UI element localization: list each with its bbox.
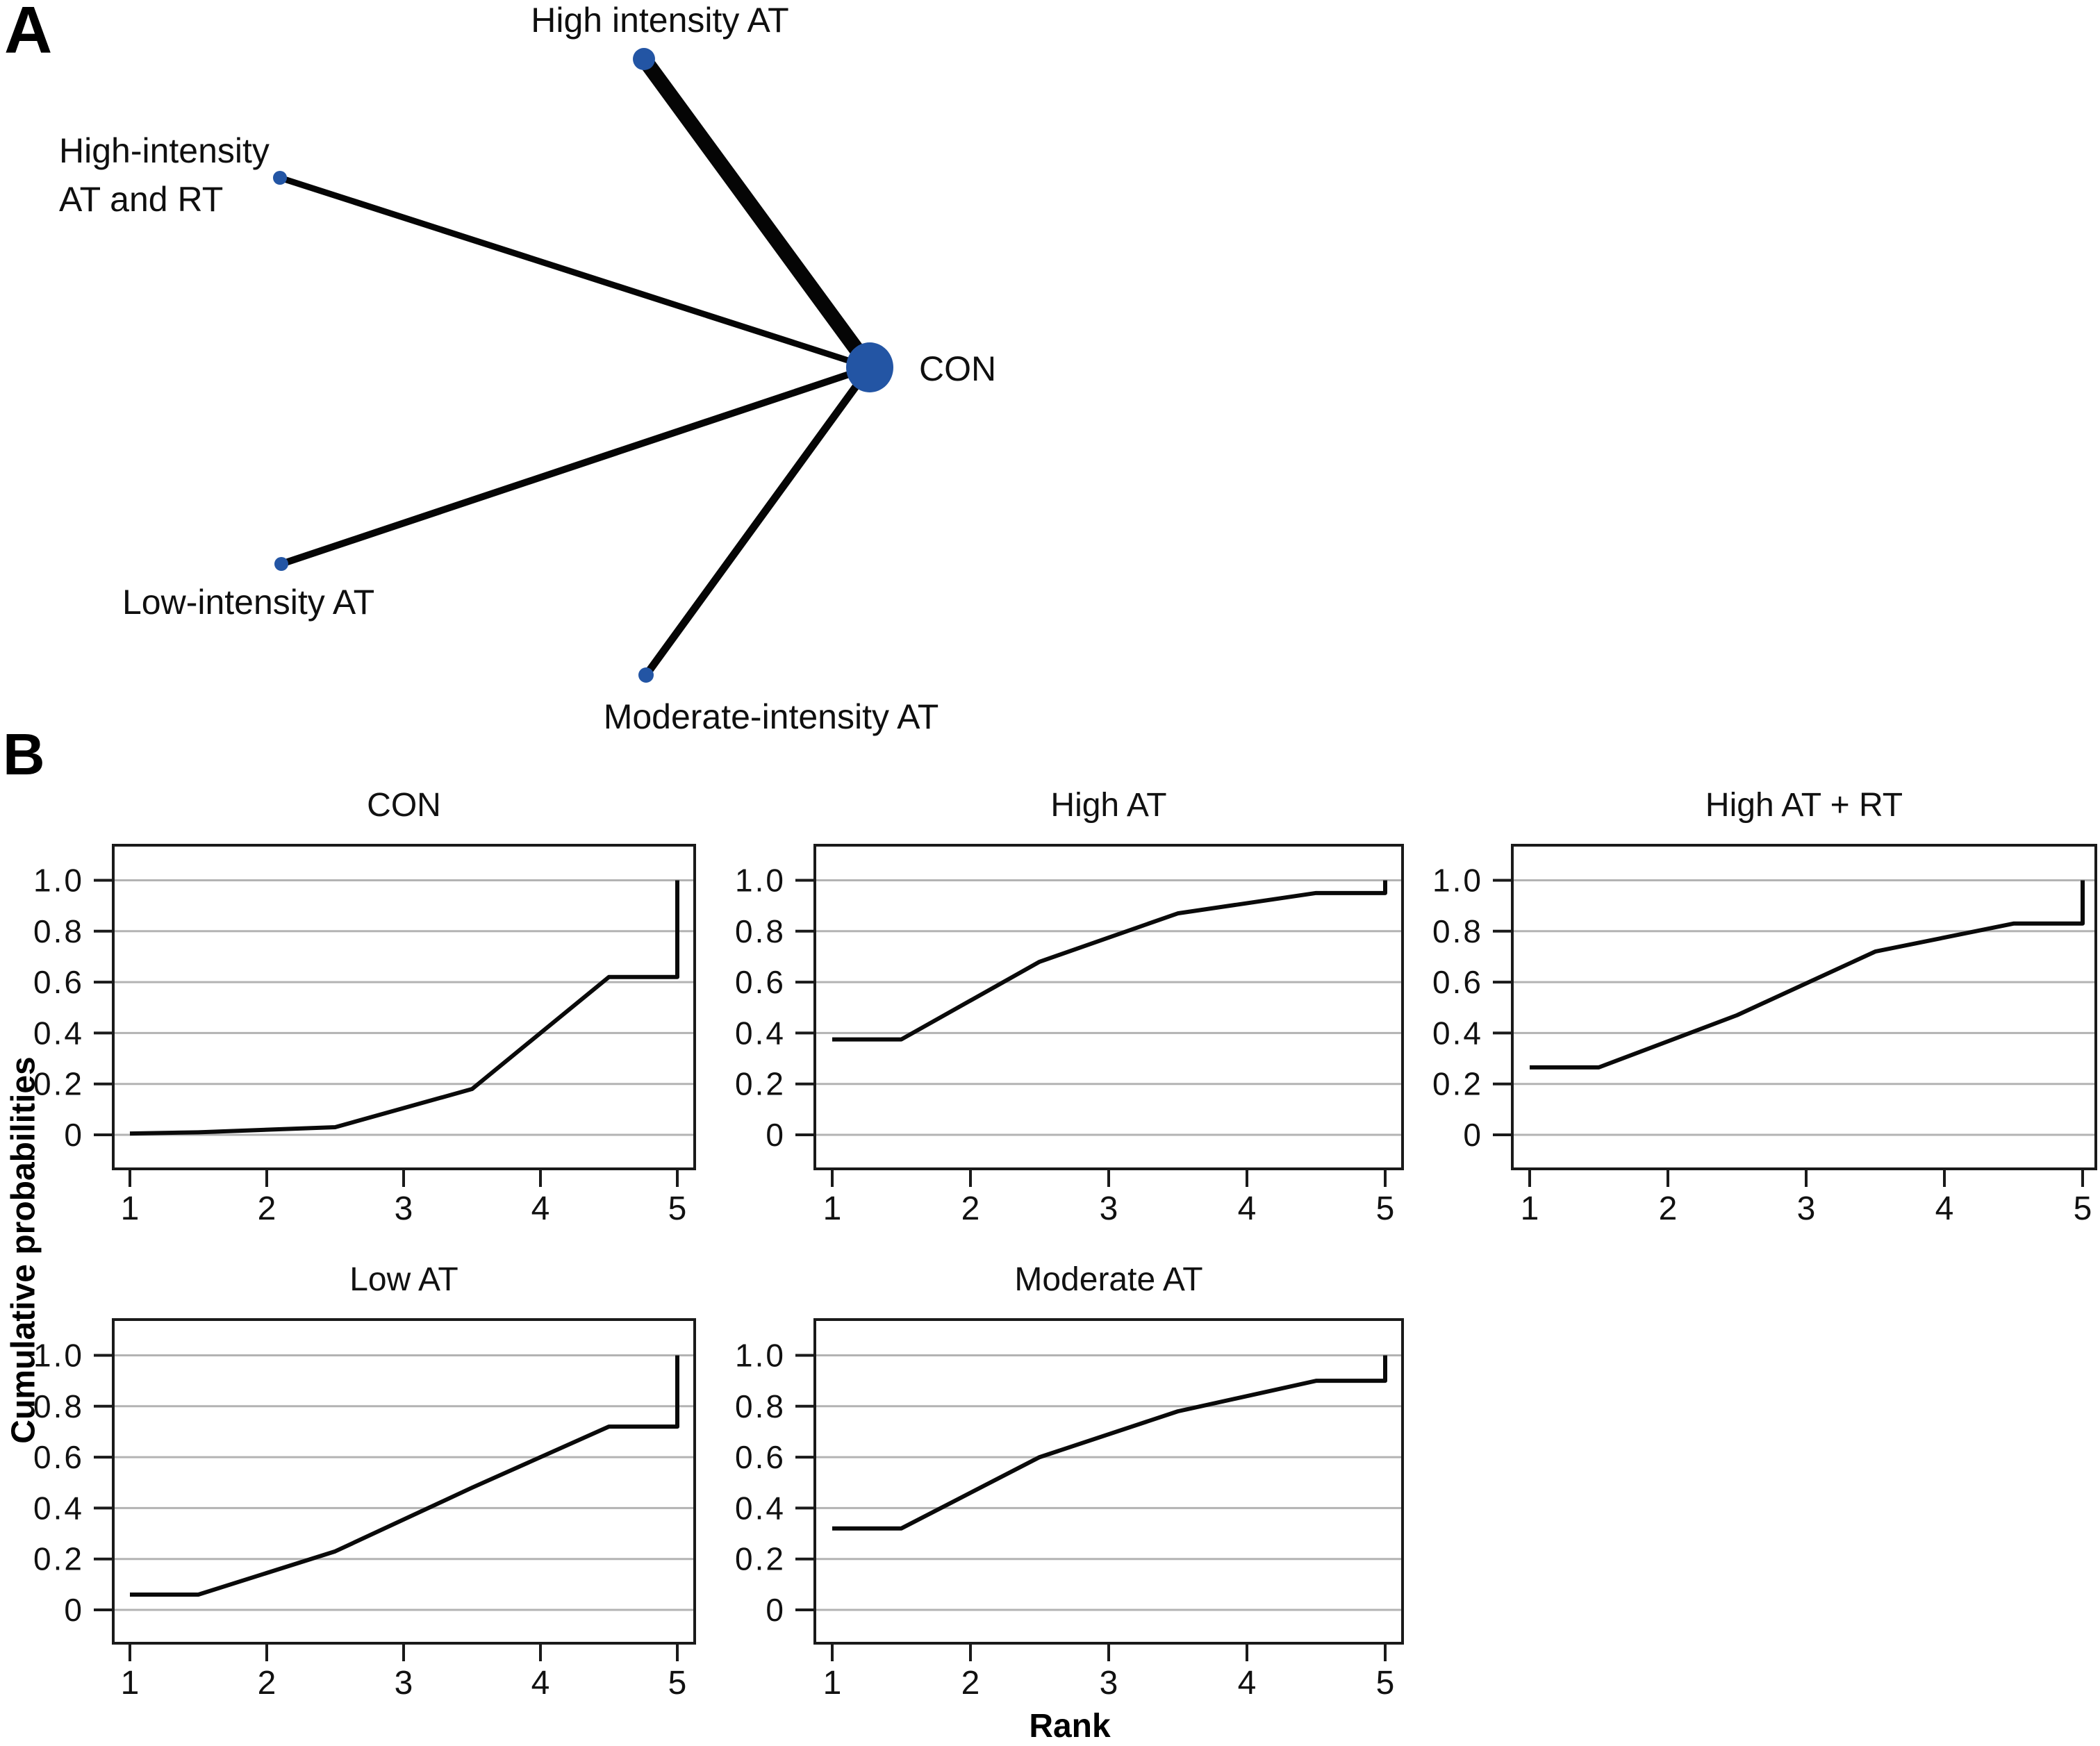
subplot-3-xtick-label-5: 5 bbox=[668, 1665, 687, 1702]
subplot-3-ytick-label-0.4: 0.4 bbox=[33, 1490, 84, 1526]
x-axis-label: Rank bbox=[1029, 1708, 1111, 1745]
subplot-1-curve bbox=[832, 880, 1387, 1042]
subplot-0-ytick-label-0.2: 0.2 bbox=[33, 1066, 84, 1102]
network-label-con: CON bbox=[919, 349, 997, 388]
y-axis-label: Cumulative probabilities bbox=[5, 1056, 42, 1444]
subplot-4-title: Moderate AT bbox=[1014, 1261, 1202, 1298]
subplot-3-xtick-label-4: 4 bbox=[531, 1665, 550, 1702]
subplot-4-box bbox=[813, 1318, 1404, 1645]
subplot-3-ytick-label-0.2: 0.2 bbox=[33, 1541, 84, 1577]
network-node-con bbox=[846, 342, 893, 392]
subplot-2-curve bbox=[1530, 880, 2085, 1070]
subplot-2-xtick-label-3: 3 bbox=[1797, 1190, 1816, 1227]
subplot-1-ytick-label-0: 0 bbox=[766, 1117, 786, 1153]
subplot-3-ytick-label-1.0: 1.0 bbox=[33, 1338, 84, 1374]
subplot-4-ytick-label-0.4: 0.4 bbox=[735, 1490, 786, 1526]
subplot-4-curve bbox=[832, 1355, 1387, 1531]
subplot-4-ytick-label-1.0: 1.0 bbox=[735, 1338, 786, 1374]
subplot-2-xtick-label-1: 1 bbox=[1521, 1190, 1539, 1227]
subplot-4-xtick-label-1: 1 bbox=[823, 1665, 842, 1702]
subplot-2-ytick-label-0.2: 0.2 bbox=[1432, 1066, 1483, 1102]
subplot-4-xtick-label-3: 3 bbox=[1100, 1665, 1118, 1702]
network-label-low-at: Low-intensity AT bbox=[122, 583, 375, 622]
subplot-4-xtick-label-4: 4 bbox=[1238, 1665, 1257, 1702]
subplot-1-title: High AT bbox=[1050, 787, 1166, 824]
subplot-2-box bbox=[1511, 844, 2097, 1170]
subplot-1-ytick-label-0.4: 0.4 bbox=[735, 1015, 786, 1051]
subplot-2-xtick-label-4: 4 bbox=[1935, 1190, 1954, 1227]
subplot-0-xtick-label-3: 3 bbox=[395, 1190, 413, 1227]
subplot-1-ytick-label-0.2: 0.2 bbox=[735, 1066, 786, 1102]
subplot-2-ytick-label-0.6: 0.6 bbox=[1432, 964, 1483, 1000]
subplot-3-ytick-label-0.8: 0.8 bbox=[33, 1388, 84, 1424]
subplot-1-ytick-label-0.8: 0.8 bbox=[735, 913, 786, 949]
subplot-4-xtick-label-2: 2 bbox=[961, 1665, 980, 1702]
subplot-2-ytick-label-0: 0 bbox=[1463, 1117, 1483, 1153]
subplot-0-ytick-label-0.4: 0.4 bbox=[33, 1015, 84, 1051]
panel-a-letter: A bbox=[4, 0, 53, 67]
subplot-1-xtick-label-3: 3 bbox=[1100, 1190, 1118, 1227]
subplot-0-title: CON bbox=[367, 787, 441, 824]
subplot-2-ytick-label-0.4: 0.4 bbox=[1432, 1015, 1483, 1051]
subplot-4-ytick-label-0.6: 0.6 bbox=[735, 1439, 786, 1475]
subplot-3-xtick-label-2: 2 bbox=[258, 1665, 276, 1702]
subplot-4-ytick-label-0.2: 0.2 bbox=[735, 1541, 786, 1577]
network-edge-high-at bbox=[638, 54, 876, 372]
network-label-high-at-rt-line1: High-intensity bbox=[59, 131, 270, 170]
subplot-0-xtick-label-2: 2 bbox=[258, 1190, 276, 1227]
subplot-0-curve bbox=[129, 880, 679, 1136]
network-edge-low-at bbox=[280, 364, 871, 567]
subplot-1-xtick-label-5: 5 bbox=[1376, 1190, 1395, 1227]
network-node-low-at bbox=[274, 557, 288, 571]
network-label-moderate-at: Moderate-intensity AT bbox=[603, 697, 939, 736]
subplot-0-ytick-label-0.8: 0.8 bbox=[33, 913, 84, 949]
subplot-4-ytick-label-0: 0 bbox=[766, 1592, 786, 1628]
network-node-high-at-rt bbox=[273, 171, 287, 185]
subplot-4-xtick-label-5: 5 bbox=[1376, 1665, 1395, 1702]
subplot-1-xtick-label-2: 2 bbox=[961, 1190, 980, 1227]
subplot-0-box bbox=[112, 844, 696, 1170]
subplot-3-xtick-label-3: 3 bbox=[395, 1665, 413, 1702]
subplot-3-curve bbox=[130, 1355, 679, 1597]
subplot-0-xtick-label-5: 5 bbox=[668, 1190, 687, 1227]
network-edge-high-at-rt bbox=[279, 174, 871, 371]
subplot-1-ytick-label-1.0: 1.0 bbox=[735, 863, 786, 899]
subplot-1-ytick-label-0.6: 0.6 bbox=[735, 964, 786, 1000]
subplot-3-ytick-label-0.6: 0.6 bbox=[33, 1439, 84, 1475]
subplot-2-title: High AT + RT bbox=[1705, 787, 1903, 824]
subplot-2-ytick-label-1.0: 1.0 bbox=[1432, 863, 1483, 899]
subplot-3-title: Low AT bbox=[349, 1261, 458, 1298]
subplot-0-ytick-label-0: 0 bbox=[64, 1117, 84, 1153]
subplot-2-ytick-label-0.8: 0.8 bbox=[1432, 913, 1483, 949]
subplot-0-ytick-label-0.6: 0.6 bbox=[33, 964, 84, 1000]
subplot-2-xtick-label-2: 2 bbox=[1659, 1190, 1678, 1227]
subplot-0-xtick-label-1: 1 bbox=[121, 1190, 140, 1227]
network-node-high-at bbox=[633, 48, 655, 70]
network-label-high-at: High intensity AT bbox=[531, 1, 789, 40]
network-node-moderate-at bbox=[638, 667, 654, 683]
network-edge-moderate-at bbox=[643, 365, 873, 678]
subplot-4-ytick-label-0.8: 0.8 bbox=[735, 1388, 786, 1424]
subplot-0-xtick-label-4: 4 bbox=[531, 1190, 550, 1227]
subplot-1-xtick-label-1: 1 bbox=[823, 1190, 842, 1227]
subplot-3-ytick-label-0: 0 bbox=[64, 1592, 84, 1628]
panel-b-letter: B bbox=[3, 722, 45, 787]
network-label-high-at-rt-line2: AT and RT bbox=[59, 180, 224, 219]
subplot-1-xtick-label-4: 4 bbox=[1238, 1190, 1257, 1227]
subplot-3-xtick-label-1: 1 bbox=[121, 1665, 140, 1702]
subplot-2-xtick-label-5: 5 bbox=[2074, 1190, 2092, 1227]
subplot-0-ytick-label-1.0: 1.0 bbox=[33, 863, 84, 899]
